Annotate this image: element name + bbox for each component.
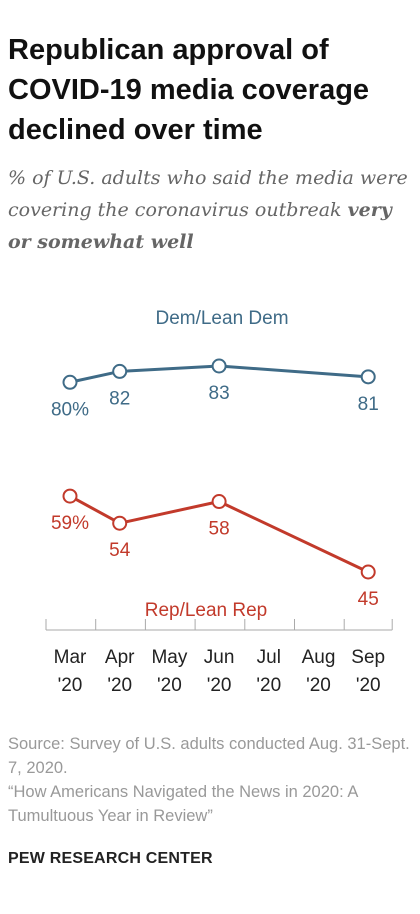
- x-tick-label-month: Sep: [351, 647, 385, 668]
- chart-subtitle: % of U.S. adults who said the media were…: [8, 162, 412, 258]
- series-name-label: Rep/Lean Rep: [145, 600, 268, 621]
- data-point: [62, 374, 78, 390]
- x-tick-label-year: '20: [356, 675, 381, 696]
- series-line: [69, 494, 369, 574]
- data-point: [112, 363, 128, 379]
- data-label: 58: [209, 519, 230, 540]
- data-label: 83: [209, 383, 230, 404]
- data-point: [112, 515, 128, 531]
- x-tick-label-month: Apr: [105, 647, 135, 668]
- data-label: 82: [109, 388, 130, 409]
- chart-notes: Source: Survey of U.S. adults conducted …: [8, 732, 412, 828]
- line-chart: Mar '20 Apr '20 May '20 Jun '20 Jul '20 Aug '20 Sep '…: [45, 308, 393, 696]
- x-tick-label-month: Jun: [204, 647, 235, 668]
- x-tick-label-month: May: [151, 647, 187, 668]
- brand-logo-text: PEW RESEARCH CENTER: [8, 850, 213, 867]
- subtitle-emphasis: very or somewhat well: [8, 199, 392, 253]
- x-tick-label-year: '20: [58, 675, 83, 696]
- x-tick-label-year: '20: [256, 675, 281, 696]
- data-point: [211, 494, 227, 510]
- data-label: 80%: [51, 399, 89, 420]
- data-point: [360, 369, 376, 385]
- data-point: [62, 488, 78, 504]
- subtitle-text: % of U.S. adults who said the media were…: [8, 167, 408, 221]
- data-label: 81: [358, 394, 379, 415]
- data-point: [360, 564, 376, 580]
- x-tick-label-year: '20: [306, 675, 331, 696]
- x-tick-label-year: '20: [107, 675, 132, 696]
- x-tick-label-month: Jul: [257, 647, 281, 668]
- series-line: [69, 364, 369, 384]
- data-label: 54: [109, 540, 131, 561]
- x-tick-label-year: '20: [157, 675, 182, 696]
- series-name-label: Dem/Lean Dem: [155, 308, 288, 329]
- x-tick-label-month: Aug: [302, 647, 336, 668]
- x-tick-label-month: Mar: [54, 647, 87, 668]
- citation-note: “How Americans Navigated the News in 202…: [8, 783, 358, 825]
- data-point: [211, 358, 227, 374]
- data-label: 45: [358, 589, 379, 610]
- data-label: 59%: [51, 513, 89, 534]
- source-note: Source: Survey of U.S. adults conducted …: [8, 735, 410, 777]
- chart-title: Republican approval of COVID-19 media co…: [8, 34, 370, 146]
- x-tick-label-year: '20: [207, 675, 232, 696]
